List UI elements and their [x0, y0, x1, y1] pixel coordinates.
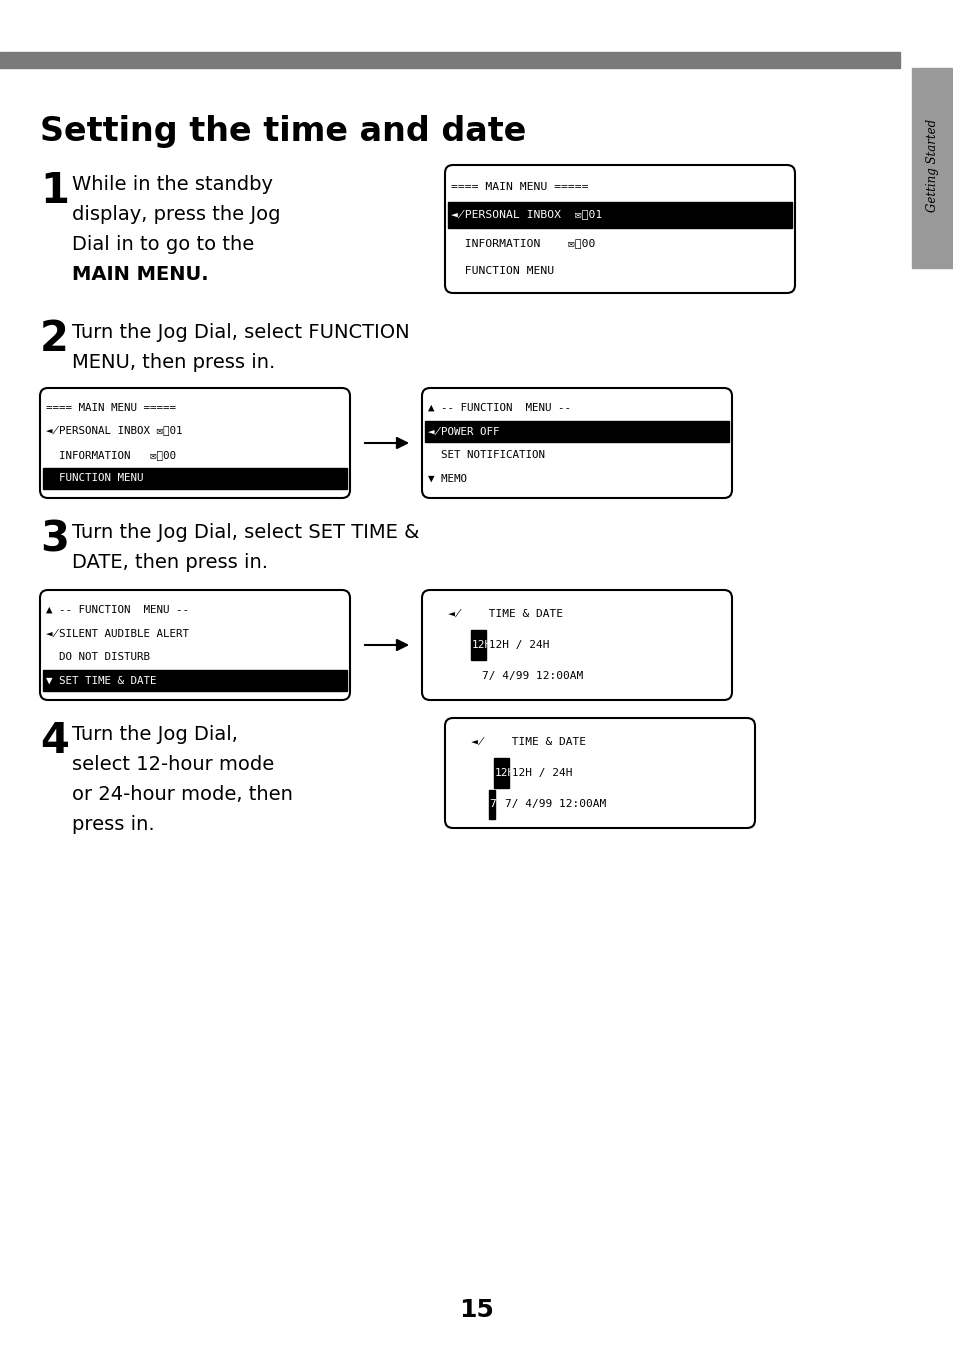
Text: 7/ 4/99 12:00AM: 7/ 4/99 12:00AM	[428, 672, 582, 681]
Text: ◄̸    TIME & DATE: ◄̸ TIME & DATE	[428, 609, 562, 619]
Text: DO NOT DISTURB: DO NOT DISTURB	[46, 651, 150, 662]
Text: 2: 2	[40, 318, 69, 360]
Text: 4: 4	[40, 720, 69, 762]
Text: SET NOTIFICATION: SET NOTIFICATION	[428, 450, 544, 460]
Text: press in.: press in.	[71, 815, 154, 834]
Text: DATE, then press in.: DATE, then press in.	[71, 552, 268, 571]
Text: 12H / 24H: 12H / 24H	[428, 640, 549, 650]
Text: ▲ -- FUNCTION  MENU --: ▲ -- FUNCTION MENU --	[428, 402, 571, 413]
Text: select 12-hour mode: select 12-hour mode	[71, 756, 274, 774]
Text: 12H: 12H	[494, 768, 514, 779]
Bar	[43, 467, 347, 489]
Bar	[911, 68, 953, 268]
Text: 1: 1	[40, 171, 69, 213]
Text: 7/ 4/99 12:00AM: 7/ 4/99 12:00AM	[451, 799, 605, 810]
Text: ▲ -- FUNCTION  MENU --: ▲ -- FUNCTION MENU --	[46, 605, 189, 615]
Bar	[494, 758, 509, 788]
Text: ◄̸    TIME & DATE: ◄̸ TIME & DATE	[451, 737, 585, 746]
Text: 3: 3	[40, 519, 69, 561]
Text: ◄̸POWER OFF: ◄̸POWER OFF	[428, 427, 499, 436]
Text: ▼ MEMO: ▼ MEMO	[428, 474, 467, 483]
Text: ◄̸PERSONAL INBOX ✉​01: ◄̸PERSONAL INBOX ✉​01	[46, 427, 182, 436]
Text: 12H / 24H: 12H / 24H	[451, 768, 572, 779]
Text: ◄̸PERSONAL INBOX  ✉​01: ◄̸PERSONAL INBOX ✉​01	[451, 210, 601, 221]
Text: Setting the time and date: Setting the time and date	[40, 115, 526, 148]
Bar	[0, 51, 899, 68]
Bar	[470, 631, 486, 659]
Text: ◄̸SILENT AUDIBLE ALERT: ◄̸SILENT AUDIBLE ALERT	[46, 628, 189, 638]
Text: ==== MAIN MENU =====: ==== MAIN MENU =====	[451, 181, 588, 192]
FancyBboxPatch shape	[444, 718, 754, 829]
Text: While in the standby: While in the standby	[71, 175, 273, 194]
Bar	[43, 669, 347, 691]
FancyBboxPatch shape	[40, 389, 350, 498]
Text: display, press the Jog: display, press the Jog	[71, 204, 280, 223]
Bar	[448, 202, 791, 227]
Text: MAIN MENU.: MAIN MENU.	[71, 265, 209, 284]
Text: or 24-hour mode, then: or 24-hour mode, then	[71, 785, 293, 804]
Text: 12H: 12H	[471, 640, 491, 650]
Text: FUNCTION MENU: FUNCTION MENU	[451, 265, 554, 276]
FancyBboxPatch shape	[421, 590, 731, 700]
Text: INFORMATION    ✉​00: INFORMATION ✉​00	[451, 238, 595, 248]
Text: MENU, then press in.: MENU, then press in.	[71, 353, 275, 372]
Text: Turn the Jog Dial,: Turn the Jog Dial,	[71, 724, 237, 743]
Text: 7: 7	[489, 799, 496, 810]
FancyBboxPatch shape	[444, 165, 794, 292]
Bar	[424, 421, 728, 441]
FancyBboxPatch shape	[421, 389, 731, 498]
Text: ▼ SET TIME & DATE: ▼ SET TIME & DATE	[46, 676, 156, 685]
Text: ==== MAIN MENU =====: ==== MAIN MENU =====	[46, 402, 175, 413]
Text: Turn the Jog Dial, select SET TIME &: Turn the Jog Dial, select SET TIME &	[71, 523, 419, 542]
Text: Getting Started: Getting Started	[925, 118, 939, 211]
Bar	[489, 789, 495, 819]
Text: INFORMATION   ✉​00: INFORMATION ✉​00	[46, 450, 175, 460]
Text: FUNCTION MENU: FUNCTION MENU	[46, 474, 143, 483]
Text: 15: 15	[459, 1298, 494, 1322]
FancyBboxPatch shape	[40, 590, 350, 700]
Text: Turn the Jog Dial, select FUNCTION: Turn the Jog Dial, select FUNCTION	[71, 324, 409, 343]
Text: Dial in to go to the: Dial in to go to the	[71, 236, 254, 255]
